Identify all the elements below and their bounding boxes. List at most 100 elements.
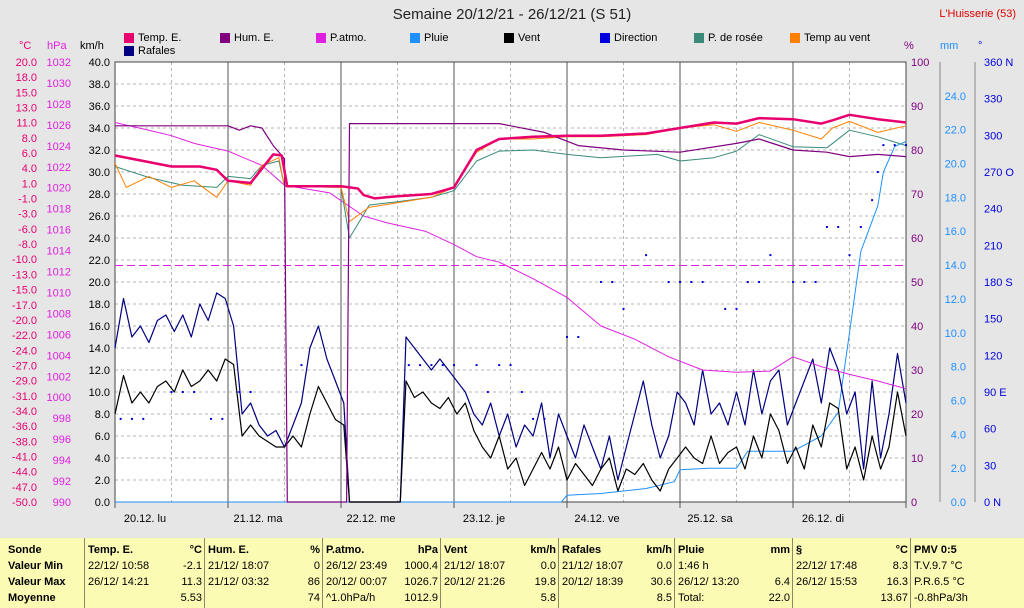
stats-text: 1:46 h [678,560,709,572]
dir-tick-label: 270 O [984,167,1014,179]
stats-separator [674,538,675,608]
direction-dot [814,281,817,283]
stats-label-max: Valeur Max [8,576,66,588]
rain-tick-label: 8.0 [951,362,966,374]
rain-tick-label: 20.0 [945,159,966,171]
temp-tick-label: -38.0 [12,436,37,448]
stats-text: 20/12/ 18:39 [562,576,624,588]
stats-avg-row: ^1.0hPa/h 1012.9 [326,590,438,606]
temp-tick-label: 8.0 [22,133,37,145]
stats-max-row: 20/12/ 21:26 19.8 [444,574,556,590]
patmo-tick-label: 994 [53,455,71,467]
legend-label: P. de rosée [708,32,763,44]
stats-value: mm [770,544,790,556]
temp-tick-label: -29.0 [12,376,37,388]
direction-dot [905,144,907,147]
kmh-tick-label: 2.0 [95,475,110,487]
direction-dot [486,391,489,393]
direction-dot [882,144,885,147]
direction-dot [848,254,851,257]
legend-swatch [124,33,134,43]
direction-dot [300,364,303,367]
patmo-tick-label: 1010 [47,287,71,299]
direction-dot [792,281,794,283]
rain-tick-label: 16.0 [945,226,966,238]
stats-labels: Sonde Valeur Min Valeur Max Moyenne [8,542,86,606]
direction-dot [238,391,241,393]
stats-value: km/h [530,544,556,556]
kmh-tick-label: 38.0 [89,79,110,91]
stats-value: 5.8 [540,592,556,604]
stats-text: Pluie [678,544,705,556]
stats-avg-row: Total: 22.0 [678,590,790,606]
temp-tick-label: -1.0 [18,194,37,206]
dir-tick-label: 150 [984,314,1002,326]
kmh-tick-label: 40.0 [89,57,110,69]
patmo-tick-label: 1020 [47,183,71,195]
direction-dot [769,254,772,257]
kmh-tick-label: 26.0 [89,211,110,223]
direction-dot [453,364,455,367]
direction-dot [701,281,704,283]
direction-dot [577,336,580,338]
stats-text: 21/12/ 18:07 [444,560,506,572]
x-tick-label: 21.12. ma [234,513,284,525]
stats-text: P.atmo. [326,544,365,556]
unit-temp: °C [19,40,32,52]
stats-min-row: 1:46 h [678,558,790,574]
stats-max-row: 20/12/ 00:07 1026.7 [326,574,438,590]
direction-dot [566,336,568,338]
stats-header: Temp. E. °C [88,542,202,558]
legend-label: Rafales [138,45,176,57]
temp-tick-label: -17.0 [12,300,37,312]
legend-label: P.atmo. [330,32,367,44]
kmh-tick-label: 22.0 [89,255,110,267]
direction-dot [599,281,602,283]
direction-dot [119,417,122,420]
rain-tick-label: 12.0 [945,294,966,306]
stats-value: 19.8 [534,576,556,588]
stats-label-avg: Moyenne [8,592,56,604]
stats-column: P.atmo. hPa 26/12/ 23:49 1000.4 20/12/ 00:07… [326,542,438,606]
temp-tick-label: 20.0 [16,57,37,69]
patmo-tick-label: 1000 [47,392,71,404]
series-line-rosee [114,129,907,239]
stats-max-row: P.R.6.5 °C [914,574,1018,590]
unit-mm: mm [940,40,959,52]
series-line-hum [115,122,907,503]
direction-dot [645,254,648,257]
stats-header: Hum. E.% [208,542,320,558]
dir-tick-label: 0 N [984,497,1001,509]
stats-value: 0.0 [656,560,672,572]
direction-dot [498,364,501,367]
stats-value: 11.3 [181,576,202,588]
stats-value: 1026.7 [404,576,438,588]
stats-max-row: 21/12/ 03:32 86 [208,574,320,590]
patmo-tick-label: 1004 [47,350,71,362]
kmh-tick-label: 0.0 [95,497,110,509]
direction-dot [859,226,862,228]
patmo-tick-label: 1002 [47,371,71,383]
stats-value: 30.6 [650,576,672,588]
unit-kmh: km/h [80,40,104,52]
patmo-tick-label: 1030 [47,78,71,90]
stats-min-row: 21/12/ 18:07 0.0 [444,558,556,574]
temp-tick-label: 13.0 [16,103,37,115]
stats-text: -0.8hPa/3h [914,592,968,604]
stats-header: PMV 0:5 [914,542,1018,558]
direction-dot [249,391,252,393]
direction-dot [758,281,761,283]
series-line-vent [114,358,907,503]
stats-text: 20/12/ 21:26 [444,576,506,588]
legend-swatch [220,33,230,43]
direction-dot [142,417,145,420]
stats-separator [84,538,85,608]
legend-swatch [504,33,514,43]
temp-tick-label: -27.0 [12,360,37,372]
legend-label: Hum. E. [234,32,274,44]
temp-tick-label: 1.0 [22,178,37,190]
rain-tick-label: 4.0 [951,429,966,441]
stats-text: Total: [678,592,705,604]
temp-tick-label: -3.0 [18,209,37,221]
direction-dot [622,307,625,310]
